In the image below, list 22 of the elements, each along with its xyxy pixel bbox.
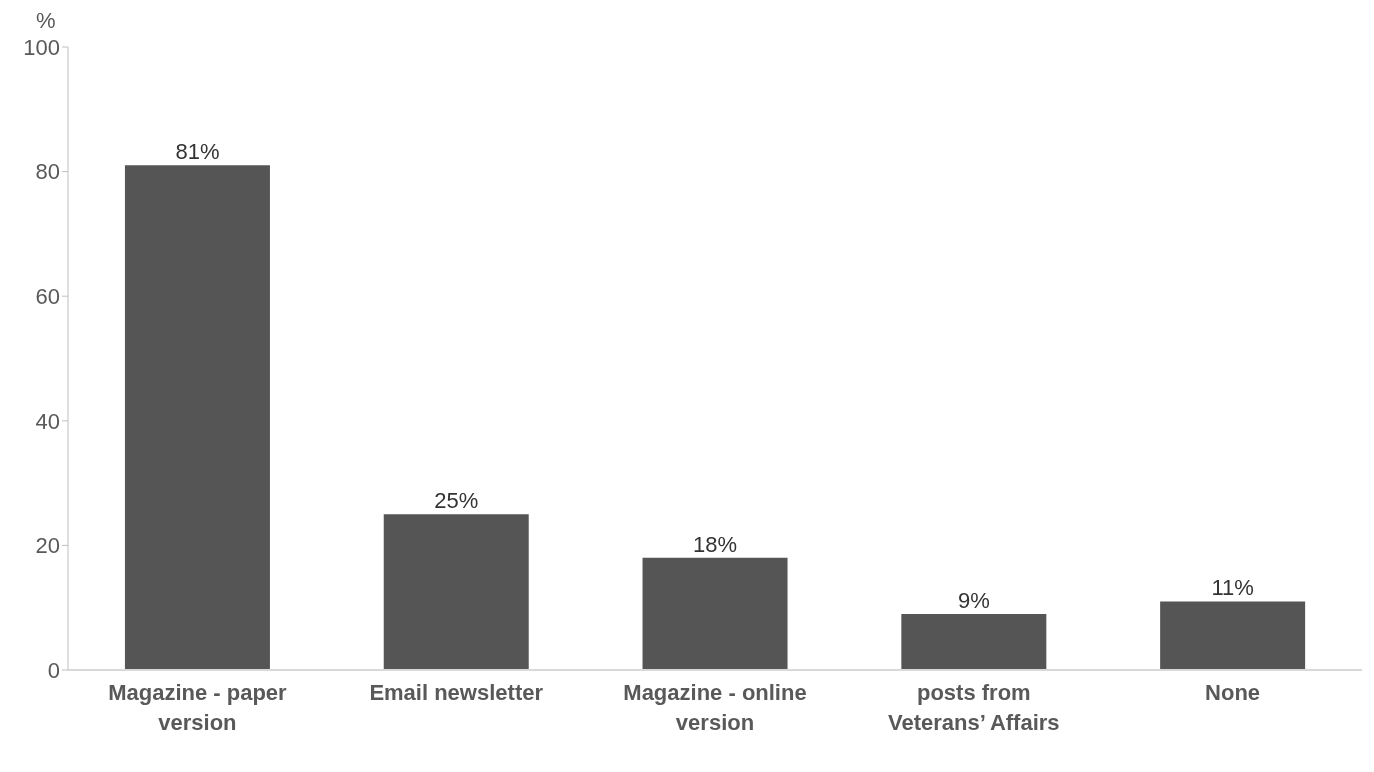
y-axis-title: % xyxy=(36,8,56,34)
data-label: 9% xyxy=(957,587,990,613)
x-tick-label: None xyxy=(1205,680,1261,705)
y-tick-label: 20 xyxy=(35,533,60,559)
data-label: 81% xyxy=(175,139,220,165)
bar xyxy=(642,557,788,670)
data-label: 25% xyxy=(434,488,479,514)
x-tick-label: posts from Veterans’ Affairs xyxy=(888,680,1060,735)
x-tick-label: Magazine - online version xyxy=(623,680,807,735)
y-tick-label: 60 xyxy=(35,284,60,310)
y-tick-label: 40 xyxy=(35,408,60,434)
x-tick-label: Magazine - paper version xyxy=(108,680,288,735)
y-tick-label: 0 xyxy=(47,657,60,683)
data-label: 11% xyxy=(1211,575,1254,601)
x-tick-label: Email newsletter xyxy=(369,680,544,705)
bar xyxy=(901,613,1047,670)
bar xyxy=(383,514,529,670)
bar xyxy=(1160,601,1306,670)
y-tick-label: 80 xyxy=(35,159,60,185)
data-label: 18% xyxy=(693,531,738,557)
bar xyxy=(124,165,270,670)
y-tick-label: 100 xyxy=(23,34,60,60)
